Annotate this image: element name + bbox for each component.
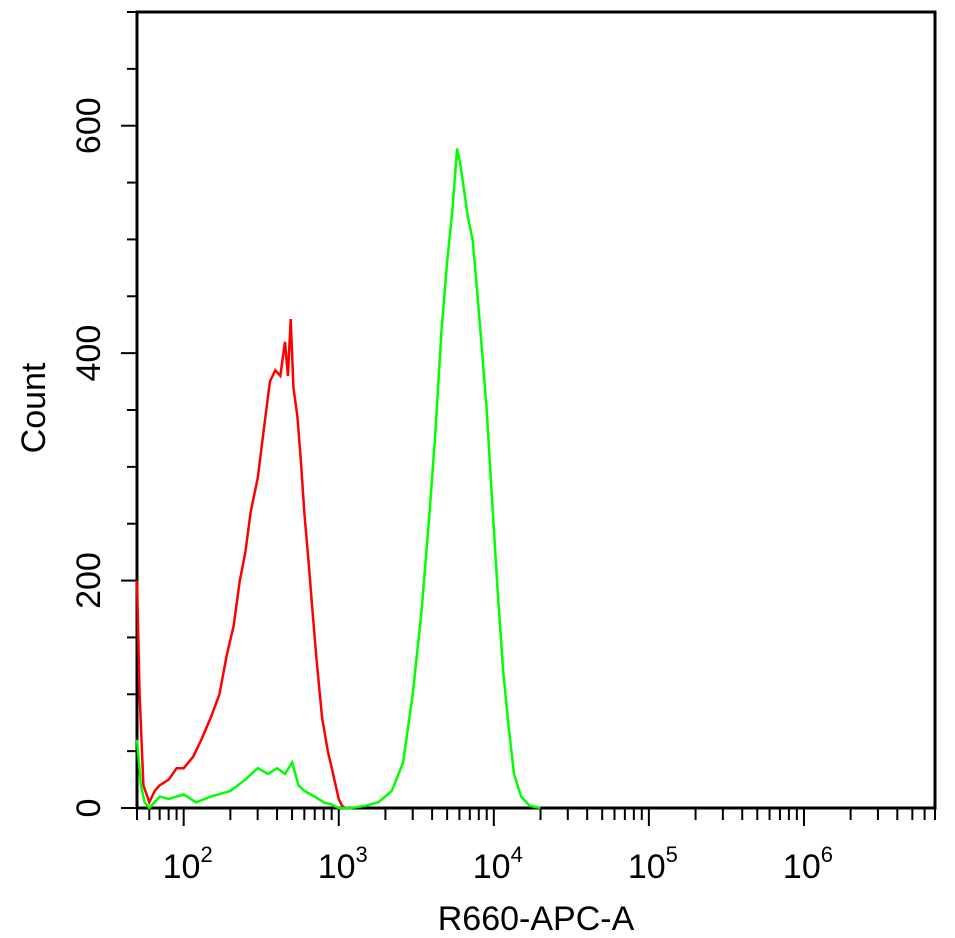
x-tick-label: 106 bbox=[783, 842, 833, 886]
y-axis-title: Count bbox=[15, 362, 53, 453]
x-axis-ticks: 102 103 104 105 106 bbox=[136, 808, 936, 886]
x-tick-exponent: 2 bbox=[200, 842, 212, 867]
y-tick-label: 400 bbox=[70, 325, 108, 382]
x-tick-exponent: 4 bbox=[511, 842, 523, 867]
x-tick-label: 102 bbox=[163, 842, 213, 886]
x-tick-exponent: 3 bbox=[356, 842, 368, 867]
series-layer bbox=[135, 148, 541, 810]
histogram-series-2 bbox=[135, 148, 541, 810]
y-axis-ticks: 0 200 400 600 bbox=[70, 11, 137, 818]
x-tick-base: 10 bbox=[163, 848, 201, 886]
histogram-series-1 bbox=[135, 318, 351, 810]
x-axis-title: R660-APC-A bbox=[438, 900, 635, 938]
x-tick-label: 105 bbox=[628, 842, 678, 886]
x-tick-base: 10 bbox=[783, 848, 821, 886]
x-tick-base: 10 bbox=[473, 848, 511, 886]
x-tick-base: 10 bbox=[318, 848, 356, 886]
x-tick-base: 10 bbox=[628, 848, 666, 886]
y-tick-label: 0 bbox=[70, 799, 108, 818]
plot-frame bbox=[135, 10, 937, 810]
x-tick-label: 104 bbox=[473, 842, 523, 886]
x-tick-label: 103 bbox=[318, 842, 368, 886]
y-tick-label: 200 bbox=[70, 552, 108, 609]
x-tick-exponent: 5 bbox=[666, 842, 678, 867]
y-tick-label: 600 bbox=[70, 97, 108, 154]
x-tick-exponent: 6 bbox=[821, 842, 833, 867]
